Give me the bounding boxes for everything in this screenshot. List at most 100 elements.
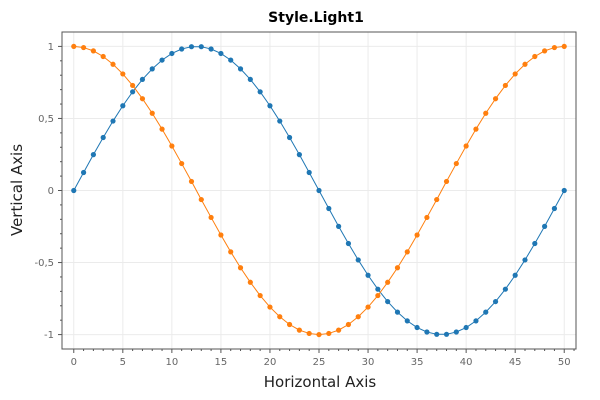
data-point [561, 43, 567, 50]
y-tick-label: 1 [48, 42, 54, 53]
data-point [385, 279, 391, 285]
series-orange [71, 43, 567, 338]
data-point [512, 71, 518, 77]
data-point [286, 134, 293, 141]
data-point [463, 143, 469, 149]
data-point [453, 160, 459, 167]
data-point [90, 152, 96, 158]
data-point [110, 118, 116, 124]
data-point [483, 110, 489, 116]
x-tick-label: 25 [313, 357, 326, 368]
data-point [296, 327, 302, 333]
axis-ticks: 0 5 10 15 20 25 30 35 40 45 50 1 0,5 0 -0,5 -1 [34, 42, 575, 368]
data-point [277, 118, 283, 124]
data-point [179, 160, 185, 167]
x-tick-label: 20 [264, 357, 277, 368]
data-point [100, 53, 106, 60]
x-tick-label: 0 [71, 357, 77, 368]
data-point [198, 44, 204, 50]
data-point [120, 71, 126, 77]
data-point [277, 314, 283, 320]
data-point [542, 223, 548, 229]
data-point [551, 44, 558, 51]
y-axis-label: Vertical Axis [8, 144, 26, 236]
data-point [404, 318, 410, 324]
data-point [267, 304, 273, 310]
data-point [355, 314, 361, 320]
data-point [443, 178, 450, 185]
data-point [365, 304, 371, 310]
data-point [326, 205, 332, 212]
x-tick-label: 15 [215, 357, 228, 368]
data-point [502, 82, 508, 89]
data-point [502, 286, 508, 292]
data-point [424, 214, 430, 221]
data-point [228, 249, 234, 255]
data-point [130, 89, 136, 95]
data-point [286, 321, 293, 328]
data-point [237, 265, 244, 271]
data-point [169, 143, 175, 149]
data-point [130, 82, 136, 89]
data-point [355, 257, 361, 263]
data-point [375, 286, 381, 292]
data-point [316, 187, 322, 194]
data-point [149, 66, 155, 72]
x-tick-label: 40 [460, 357, 473, 368]
data-point [159, 57, 165, 63]
data-point [218, 50, 224, 57]
data-point [492, 298, 499, 305]
data-point [306, 330, 312, 337]
data-point [316, 331, 322, 338]
data-point [188, 178, 195, 185]
data-point [237, 66, 244, 72]
data-point [120, 103, 126, 109]
data-point [336, 327, 342, 333]
data-point [90, 48, 96, 54]
data-point [149, 110, 155, 116]
y-tick-label: -0,5 [34, 258, 54, 269]
data-point [551, 205, 558, 212]
series-blue [71, 44, 567, 337]
x-axis-label: Horizontal Axis [264, 373, 377, 391]
data-point [267, 103, 273, 109]
data-point [139, 76, 146, 83]
data-point [169, 50, 175, 57]
x-tick-label: 35 [411, 357, 424, 368]
x-tick-label: 45 [509, 357, 522, 368]
data-point [198, 196, 204, 203]
data-point [345, 240, 352, 247]
data-point [532, 53, 538, 60]
data-point [453, 329, 459, 335]
data-point [208, 214, 214, 221]
data-point [306, 169, 312, 176]
plot-series [71, 43, 567, 338]
data-point [434, 331, 440, 337]
data-point [414, 232, 420, 238]
data-point [522, 61, 528, 67]
data-point [159, 126, 165, 132]
data-point [385, 298, 391, 305]
x-tick-label: 50 [558, 357, 571, 368]
data-point [394, 309, 401, 315]
data-point [522, 257, 528, 263]
data-point [100, 134, 106, 141]
data-point [414, 324, 420, 331]
data-point [365, 272, 371, 278]
data-point [336, 223, 342, 229]
data-point [179, 46, 185, 52]
data-point [80, 169, 87, 176]
y-tick-label: -1 [44, 330, 54, 341]
data-point [345, 321, 352, 328]
data-point [375, 292, 381, 299]
data-point [218, 232, 224, 238]
data-point [71, 187, 77, 194]
data-point [473, 126, 479, 132]
y-tick-label: 0 [48, 186, 54, 197]
data-point [473, 318, 479, 324]
data-point [463, 324, 469, 331]
data-point [110, 61, 116, 67]
data-point [188, 44, 195, 50]
